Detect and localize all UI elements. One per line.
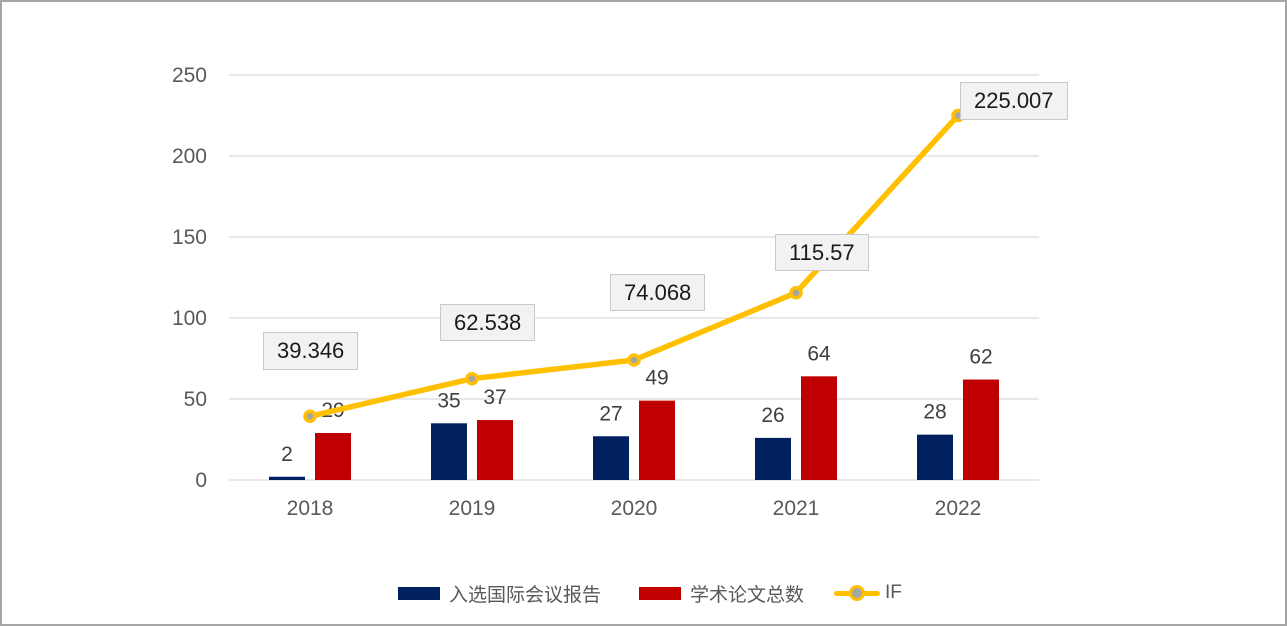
if-value-label-2019[interactable]: 62.538 <box>440 303 536 341</box>
if-marker-2018[interactable] <box>303 409 317 424</box>
bar-入选国际会议报告-2019[interactable] <box>431 423 467 480</box>
y-axis-tick-100: 100 <box>172 307 207 330</box>
bar-学术论文总数-2022[interactable] <box>963 379 999 480</box>
y-axis-tick-250: 250 <box>172 64 207 87</box>
bar-value-label-2022-s0: 28 <box>923 401 946 424</box>
y-axis-tick-50: 50 <box>184 388 207 411</box>
bar-value-label-2021-s1: 64 <box>807 342 831 365</box>
legend-swatch-blue-icon <box>398 586 440 600</box>
bar-value-label-2019-s1: 37 <box>483 386 506 409</box>
if-marker-2020[interactable] <box>627 353 641 367</box>
bar-学术论文总数-2019[interactable] <box>477 420 513 480</box>
if-marker-2021[interactable] <box>789 286 803 300</box>
x-axis-tick-2019: 2019 <box>449 497 496 520</box>
x-axis-tick-2018: 2018 <box>287 497 334 520</box>
y-axis-tick-0: 0 <box>195 469 207 492</box>
legend-label-conference-reports: 入选国际会议报告 <box>449 584 602 606</box>
bar-value-label-2020-s0: 27 <box>599 402 622 425</box>
bar-value-label-2019-s0: 35 <box>437 389 460 412</box>
bar-value-label-2018-s0: 2 <box>281 443 293 466</box>
if-marker-2019[interactable] <box>465 371 479 386</box>
if-value-label-2018[interactable]: 39.346 <box>263 332 359 370</box>
bar-学术论文总数-2018[interactable] <box>315 433 351 480</box>
bar-入选国际会议报告-2018[interactable] <box>269 476 305 480</box>
if-value-label-2022[interactable]: 225.007 <box>960 82 1068 120</box>
bar-学术论文总数-2021[interactable] <box>801 376 837 480</box>
bar-value-label-2022-s1: 62 <box>969 346 992 369</box>
legend-line-marker-icon <box>834 585 880 601</box>
legend-item-total-papers[interactable]: 学术论文总数 <box>639 579 804 607</box>
if-value-label-2021[interactable]: 115.57 <box>775 233 869 272</box>
bar-入选国际会议报告-2020[interactable] <box>593 436 629 480</box>
bar-value-label-2020-s1: 49 <box>645 367 668 390</box>
bar-入选国际会议报告-2022[interactable] <box>917 434 953 480</box>
legend-item-conference-reports[interactable]: 入选国际会议报告 <box>398 579 601 607</box>
bar-学术论文总数-2020[interactable] <box>639 400 675 480</box>
legend-label-if: IF <box>885 582 902 603</box>
y-axis-tick-150: 150 <box>172 226 207 249</box>
legend-item-if[interactable]: IF <box>834 579 902 607</box>
bar-入选国际会议报告-2021[interactable] <box>755 437 791 480</box>
x-axis-tick-2022: 2022 <box>935 497 982 520</box>
x-axis-tick-2020: 2020 <box>611 497 658 520</box>
if-value-label-2020[interactable]: 74.068 <box>610 274 706 312</box>
legend-swatch-red-icon <box>639 586 681 600</box>
bar-value-label-2021-s0: 26 <box>761 404 784 427</box>
y-axis-tick-200: 200 <box>172 145 207 168</box>
x-axis-tick-2021: 2021 <box>773 497 820 520</box>
legend-label-total-papers: 学术论文总数 <box>690 584 805 606</box>
